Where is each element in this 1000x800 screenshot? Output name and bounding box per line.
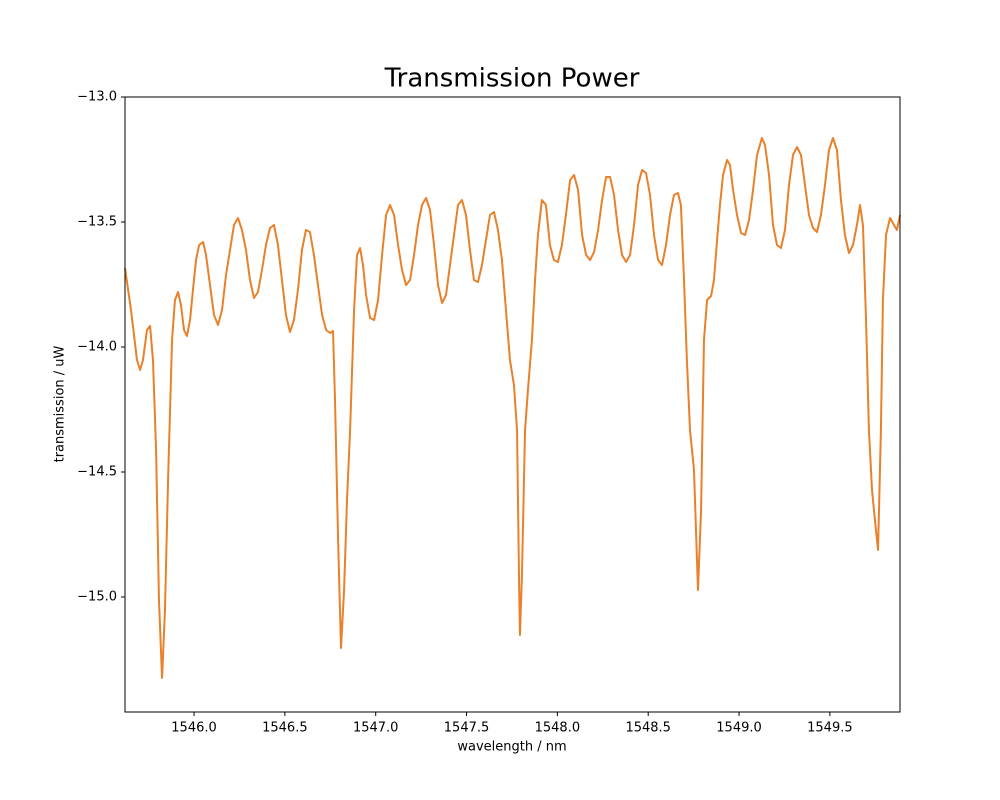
line-series bbox=[124, 137, 901, 679]
plot-area bbox=[124, 137, 901, 679]
axes-frame bbox=[124, 96, 901, 713]
y-tick-label: −14.0 bbox=[77, 340, 117, 355]
x-tick-label: 1548.0 bbox=[535, 721, 581, 736]
y-tick-label: −13.0 bbox=[77, 90, 117, 105]
x-tick-label: 1549.5 bbox=[807, 721, 853, 736]
y-axis-label: transmission / uW bbox=[53, 345, 68, 462]
y-tick-label: −15.0 bbox=[77, 590, 117, 605]
chart-title: Transmission Power bbox=[384, 64, 640, 94]
x-tick-label: 1547.0 bbox=[353, 721, 399, 736]
y-tick-label: −13.5 bbox=[77, 215, 117, 230]
x-tick-label: 1547.5 bbox=[444, 721, 490, 736]
y-tick-label: −14.5 bbox=[77, 465, 117, 480]
x-tick-label: 1546.5 bbox=[262, 721, 308, 736]
x-tick-label: 1548.5 bbox=[625, 721, 671, 736]
x-tick-label: 1546.0 bbox=[171, 721, 217, 736]
x-tick-label: 1549.0 bbox=[716, 721, 762, 736]
x-axis-label: wavelength / nm bbox=[457, 740, 566, 755]
